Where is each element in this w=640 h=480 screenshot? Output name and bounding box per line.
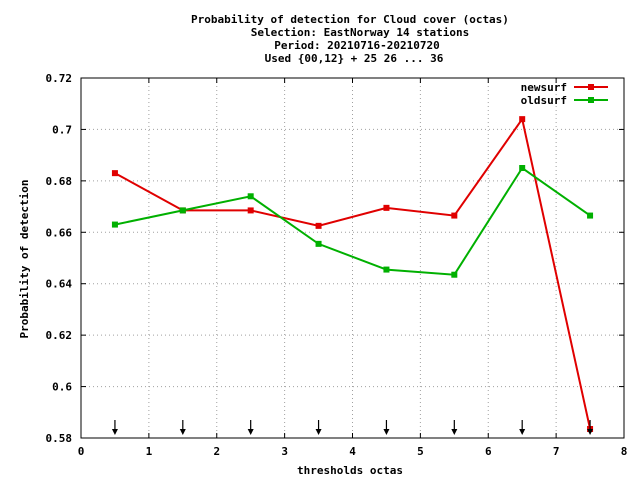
y-tick-label: 0.72 [46, 72, 73, 85]
y-tick-label: 0.6 [52, 381, 72, 394]
data-point-newsurf [247, 207, 254, 214]
down-arrow-icon [451, 420, 458, 435]
x-axis-tick-labels: 0 1 2 3 4 5 6 7 8 [78, 445, 628, 458]
x-tick-label: 8 [621, 445, 628, 458]
y-tick-label: 0.62 [46, 329, 73, 342]
data-point-newsurf [519, 116, 526, 123]
title-line-2: Selection: EastNorway 14 stations [251, 26, 470, 39]
arrow-head [587, 429, 594, 435]
axis-ticks [80, 77, 625, 439]
data-point-oldsurf [179, 207, 186, 214]
x-tick-label: 0 [78, 445, 85, 458]
data-point-newsurf [111, 170, 118, 177]
legend-item-oldsurf: oldsurf [521, 94, 608, 107]
x-tick-label: 7 [553, 445, 560, 458]
chart-title: Probability of detection for Cloud cover… [191, 13, 509, 65]
legend-item-newsurf: newsurf [521, 81, 608, 94]
title-line-1: Probability of detection for Cloud cover… [191, 13, 509, 26]
arrow-head [315, 429, 322, 435]
threshold-arrows [111, 420, 594, 435]
x-tick-label: 4 [349, 445, 356, 458]
x-tick-label: 3 [281, 445, 288, 458]
arrow-head [519, 429, 526, 435]
y-tick-label: 0.58 [46, 432, 73, 445]
series-oldsurf [111, 165, 594, 278]
title-line-4: Used {00,12} + 25 26 ... 36 [265, 52, 444, 65]
down-arrow-icon [111, 420, 118, 435]
y-tick-label: 0.68 [46, 175, 73, 188]
down-arrow-icon [519, 420, 526, 435]
series-line-newsurf [114, 116, 592, 430]
data-point-oldsurf [587, 212, 594, 219]
x-tick-label: 1 [146, 445, 153, 458]
x-axis-label: thresholds octas [297, 464, 403, 477]
data-point-newsurf [383, 204, 390, 211]
y-tick-label: 0.64 [46, 278, 73, 291]
data-point-newsurf [451, 212, 458, 219]
y-tick-label: 0.66 [46, 226, 73, 239]
arrow-head [179, 429, 186, 435]
down-arrow-icon [383, 420, 390, 435]
down-arrow-icon [315, 420, 322, 435]
series-line-oldsurf [114, 166, 591, 276]
data-point-oldsurf [451, 271, 458, 278]
grid [81, 78, 624, 438]
y-axis-tick-labels: 0.58 0.6 0.62 0.64 0.66 0.68 0.7 0.72 [46, 72, 73, 445]
data-point-oldsurf [383, 266, 390, 273]
data-point-newsurf [315, 222, 322, 229]
data-point-oldsurf [519, 165, 526, 171]
y-axis-label: Probability of detection [18, 180, 31, 339]
y-tick-label: 0.7 [52, 123, 72, 136]
x-tick-label: 5 [417, 445, 424, 458]
data-point-oldsurf [247, 193, 254, 200]
title-line-3: Period: 20210716-20210720 [274, 39, 440, 52]
legend-label-oldsurf: oldsurf [521, 94, 567, 107]
arrow-head [451, 429, 458, 435]
down-arrow-icon [247, 420, 254, 435]
down-arrow-icon [179, 420, 186, 435]
series [111, 116, 594, 432]
data-point-oldsurf [315, 240, 322, 247]
legend-marker-oldsurf [588, 97, 594, 103]
x-tick-label: 6 [485, 445, 492, 458]
legend-label-newsurf: newsurf [521, 81, 567, 94]
data-point-oldsurf [111, 221, 118, 228]
arrow-head [247, 429, 254, 435]
arrow-head [383, 429, 390, 435]
down-arrow-icon [587, 420, 594, 435]
legend-marker-newsurf [588, 84, 594, 90]
arrow-head [111, 429, 118, 435]
x-tick-label: 2 [213, 445, 220, 458]
